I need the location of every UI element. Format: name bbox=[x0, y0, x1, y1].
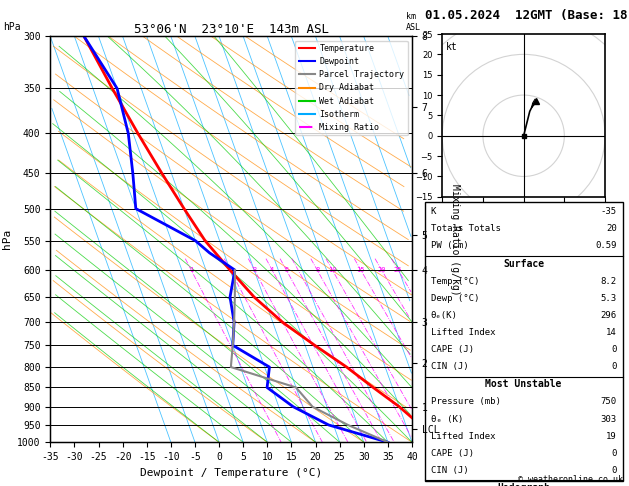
Text: kt: kt bbox=[445, 42, 457, 52]
Text: Surface: Surface bbox=[503, 259, 544, 269]
Text: 5.3: 5.3 bbox=[601, 294, 617, 303]
Text: 19: 19 bbox=[606, 432, 617, 441]
Text: 25: 25 bbox=[394, 267, 403, 273]
Text: Lifted Index: Lifted Index bbox=[430, 432, 495, 441]
Y-axis label: hPa: hPa bbox=[1, 229, 11, 249]
Text: CAPE (J): CAPE (J) bbox=[430, 449, 474, 458]
Text: 0: 0 bbox=[611, 362, 617, 371]
Text: 0: 0 bbox=[611, 449, 617, 458]
Text: 8: 8 bbox=[315, 267, 320, 273]
Text: Most Unstable: Most Unstable bbox=[486, 379, 562, 389]
Text: 8.2: 8.2 bbox=[601, 277, 617, 286]
Text: 20: 20 bbox=[377, 267, 386, 273]
Text: 4: 4 bbox=[270, 267, 274, 273]
Text: 2: 2 bbox=[228, 267, 232, 273]
Text: 10: 10 bbox=[328, 267, 337, 273]
Text: Lifted Index: Lifted Index bbox=[430, 328, 495, 337]
Text: 1: 1 bbox=[189, 267, 193, 273]
Text: Dewp (°C): Dewp (°C) bbox=[430, 294, 479, 303]
Text: PW (cm): PW (cm) bbox=[430, 242, 468, 250]
Y-axis label: Mixing Ratio (g/kg): Mixing Ratio (g/kg) bbox=[450, 184, 460, 295]
Text: km
ASL: km ASL bbox=[406, 12, 421, 32]
Text: 5: 5 bbox=[284, 267, 289, 273]
X-axis label: Dewpoint / Temperature (°C): Dewpoint / Temperature (°C) bbox=[140, 468, 322, 478]
Text: Temp (°C): Temp (°C) bbox=[430, 277, 479, 286]
Text: 3: 3 bbox=[252, 267, 257, 273]
Text: -35: -35 bbox=[601, 208, 617, 216]
Text: hPa: hPa bbox=[3, 21, 21, 32]
Text: 750: 750 bbox=[601, 398, 617, 406]
Legend: Temperature, Dewpoint, Parcel Trajectory, Dry Adiabat, Wet Adiabat, Isotherm, Mi: Temperature, Dewpoint, Parcel Trajectory… bbox=[296, 41, 408, 135]
Text: 15: 15 bbox=[357, 267, 365, 273]
Text: 01.05.2024  12GMT (Base: 18): 01.05.2024 12GMT (Base: 18) bbox=[425, 9, 629, 22]
Text: K: K bbox=[430, 208, 436, 216]
Text: θₑ (K): θₑ (K) bbox=[430, 415, 463, 423]
Text: CIN (J): CIN (J) bbox=[430, 466, 468, 475]
Text: 20: 20 bbox=[606, 225, 617, 233]
Text: 296: 296 bbox=[601, 311, 617, 320]
Title: 53°06'N  23°10'E  143m ASL: 53°06'N 23°10'E 143m ASL bbox=[133, 23, 329, 36]
Text: 303: 303 bbox=[601, 415, 617, 423]
Text: © weatheronline.co.uk: © weatheronline.co.uk bbox=[518, 474, 623, 484]
Text: 0: 0 bbox=[611, 345, 617, 354]
Text: Pressure (mb): Pressure (mb) bbox=[430, 398, 501, 406]
Text: 14: 14 bbox=[606, 328, 617, 337]
Text: Hodograph: Hodograph bbox=[497, 483, 550, 486]
Text: CIN (J): CIN (J) bbox=[430, 362, 468, 371]
Text: 0.59: 0.59 bbox=[595, 242, 617, 250]
Text: Totals Totals: Totals Totals bbox=[430, 225, 501, 233]
Text: θₑ(K): θₑ(K) bbox=[430, 311, 457, 320]
Text: CAPE (J): CAPE (J) bbox=[430, 345, 474, 354]
Text: 0: 0 bbox=[611, 466, 617, 475]
